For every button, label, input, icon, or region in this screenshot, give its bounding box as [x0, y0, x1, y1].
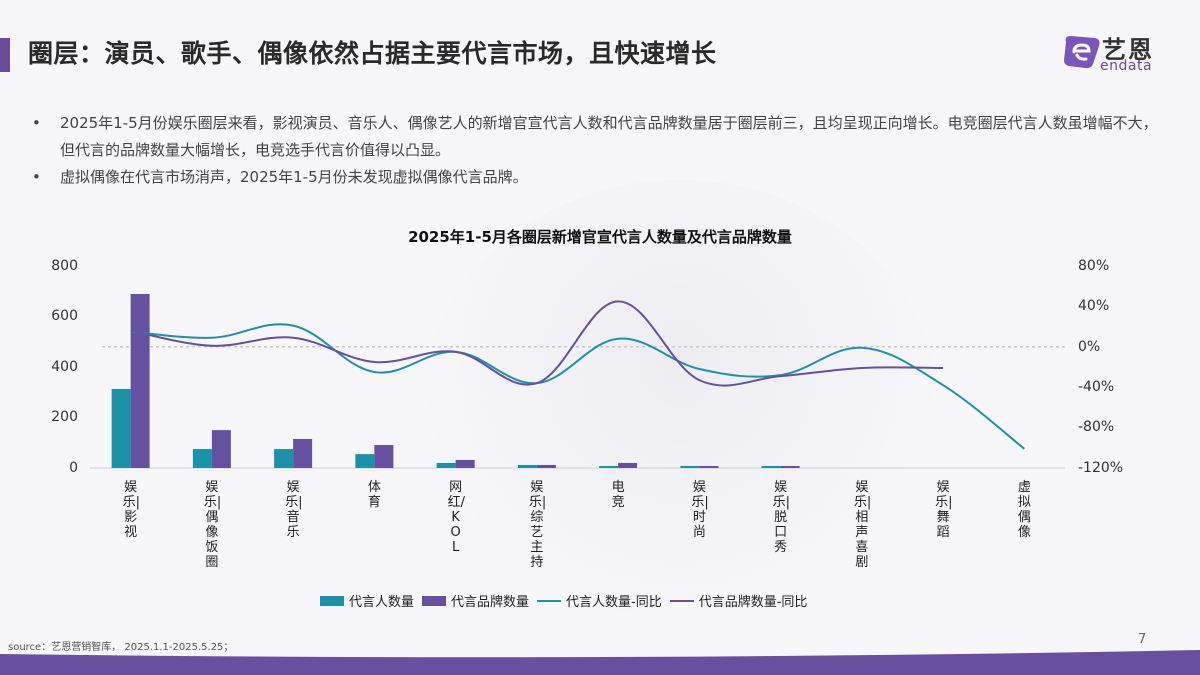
bullet-dot-icon: • — [32, 168, 41, 186]
bar — [780, 466, 800, 468]
logo-english-text: endata — [1100, 58, 1153, 74]
footer-band — [0, 650, 1200, 675]
x-axis-category-label: 体育 — [367, 480, 381, 510]
legend-label: 代言人数量-同比 — [566, 595, 662, 610]
bar — [455, 459, 475, 468]
right-axis-tick: 0% — [1078, 339, 1101, 355]
bullet-item: • 虚拟偶像在代言市场消声，2025年1-5月份未发现虚拟偶像代言品牌。 — [30, 164, 1170, 191]
bar — [355, 454, 375, 468]
bullet-dot-icon: • — [32, 114, 41, 132]
right-axis-tick: -80% — [1078, 419, 1115, 435]
x-axis-category-label: 网红/KOL — [447, 480, 466, 555]
left-axis-tick: 600 — [51, 308, 78, 324]
x-axis-category-label: 娱乐|时尚 — [691, 480, 709, 540]
summary-bullets: • 2025年1-5月份娱乐圈层来看，影视演员、音乐人、偶像艺人的新增官宣代言人… — [30, 110, 1170, 191]
x-axis-category-label: 娱乐|舞蹈 — [935, 480, 953, 540]
bar — [130, 294, 150, 468]
bar — [680, 466, 700, 468]
legend-label: 代言人数量 — [349, 595, 415, 610]
right-axis-tick: -120% — [1078, 460, 1124, 476]
left-axis-tick: 400 — [51, 359, 78, 375]
page-number: 7 — [1138, 632, 1147, 647]
legend-item-spokesperson-count: 代言人数量 — [320, 591, 414, 610]
right-axis-tick: 80% — [1078, 258, 1110, 274]
yoy-line — [130, 323, 1025, 450]
bar — [274, 449, 294, 468]
x-axis-category-label: 娱乐|综艺主持 — [528, 480, 547, 570]
legend-item-spokesperson-yoy: 代言人数量-同比 — [537, 591, 662, 610]
bar — [618, 462, 638, 468]
source-note: source：艺恩营销智库， 2025.1.1-2025.5.25； — [8, 642, 234, 653]
x-axis-category-label: 娱乐|影视 — [122, 480, 141, 540]
logo-chinese-text: 艺恩 — [1102, 36, 1154, 64]
bullet-item: • 2025年1-5月份娱乐圈层来看，影视演员、音乐人、偶像艺人的新增官宣代言人… — [30, 110, 1170, 164]
left-axis-tick: 0 — [69, 460, 78, 476]
bar — [761, 466, 781, 468]
left-axis-tick: 200 — [51, 409, 78, 425]
right-axis-tick: -40% — [1078, 379, 1115, 395]
legend-item-brand-yoy: 代言品牌数量-同比 — [669, 591, 808, 610]
bar — [293, 438, 313, 468]
x-axis-category-label: 虚拟偶像 — [1017, 480, 1031, 540]
x-axis-category-label: 娱乐|音乐 — [285, 480, 303, 540]
bar — [192, 449, 212, 468]
page-title: 圈层：演员、歌手、偶像依然占据主要代言市场，且快速增长 — [28, 39, 717, 68]
bullet-text: 2025年1-5月份娱乐圈层来看，影视演员、音乐人、偶像艺人的新增官宣代言人数和… — [60, 114, 1158, 159]
bar — [517, 464, 537, 468]
bullet-text: 虚拟偶像在代言市场消声，2025年1-5月份未发现虚拟偶像代言品牌。 — [60, 168, 528, 186]
yoy-line — [130, 300, 944, 387]
title-accent-bar — [0, 38, 10, 72]
right-axis-tick: 40% — [1078, 298, 1110, 314]
bar — [211, 430, 231, 468]
bar — [374, 445, 394, 468]
legend-teal-bar-swatch — [320, 595, 344, 606]
legend-label: 代言品牌数量-同比 — [698, 595, 808, 610]
endata-logo-icon — [1064, 36, 1100, 69]
chart-title: 2025年1-5月各圈层新增官宣代言人数量及代言品牌数量 — [408, 228, 792, 246]
legend-teal-line-swatch — [537, 599, 562, 602]
x-axis-category-label: 娱乐|偶像饭圈 — [203, 480, 222, 570]
bar — [599, 466, 619, 468]
x-axis-category-label: 娱乐|脱口秀 — [772, 480, 791, 555]
legend-purple-bar-swatch — [422, 595, 447, 606]
legend-item-brand-count: 代言品牌数量 — [422, 591, 529, 610]
bar — [436, 462, 456, 468]
bar — [699, 466, 719, 468]
left-axis-tick: 800 — [51, 258, 78, 274]
bar — [536, 464, 556, 468]
legend-label: 代言品牌数量 — [451, 595, 530, 610]
legend-purple-line-swatch — [669, 599, 694, 602]
x-axis-category-label: 娱乐|相声喜剧 — [853, 480, 872, 570]
endata-logo: 艺恩 endata — [1062, 30, 1182, 74]
chart-legend: 代言人数量 代言品牌数量 代言人数量-同比 代言品牌数量-同比 — [320, 591, 815, 610]
x-axis-category-label: 电竞 — [611, 480, 625, 510]
bar — [111, 388, 131, 468]
